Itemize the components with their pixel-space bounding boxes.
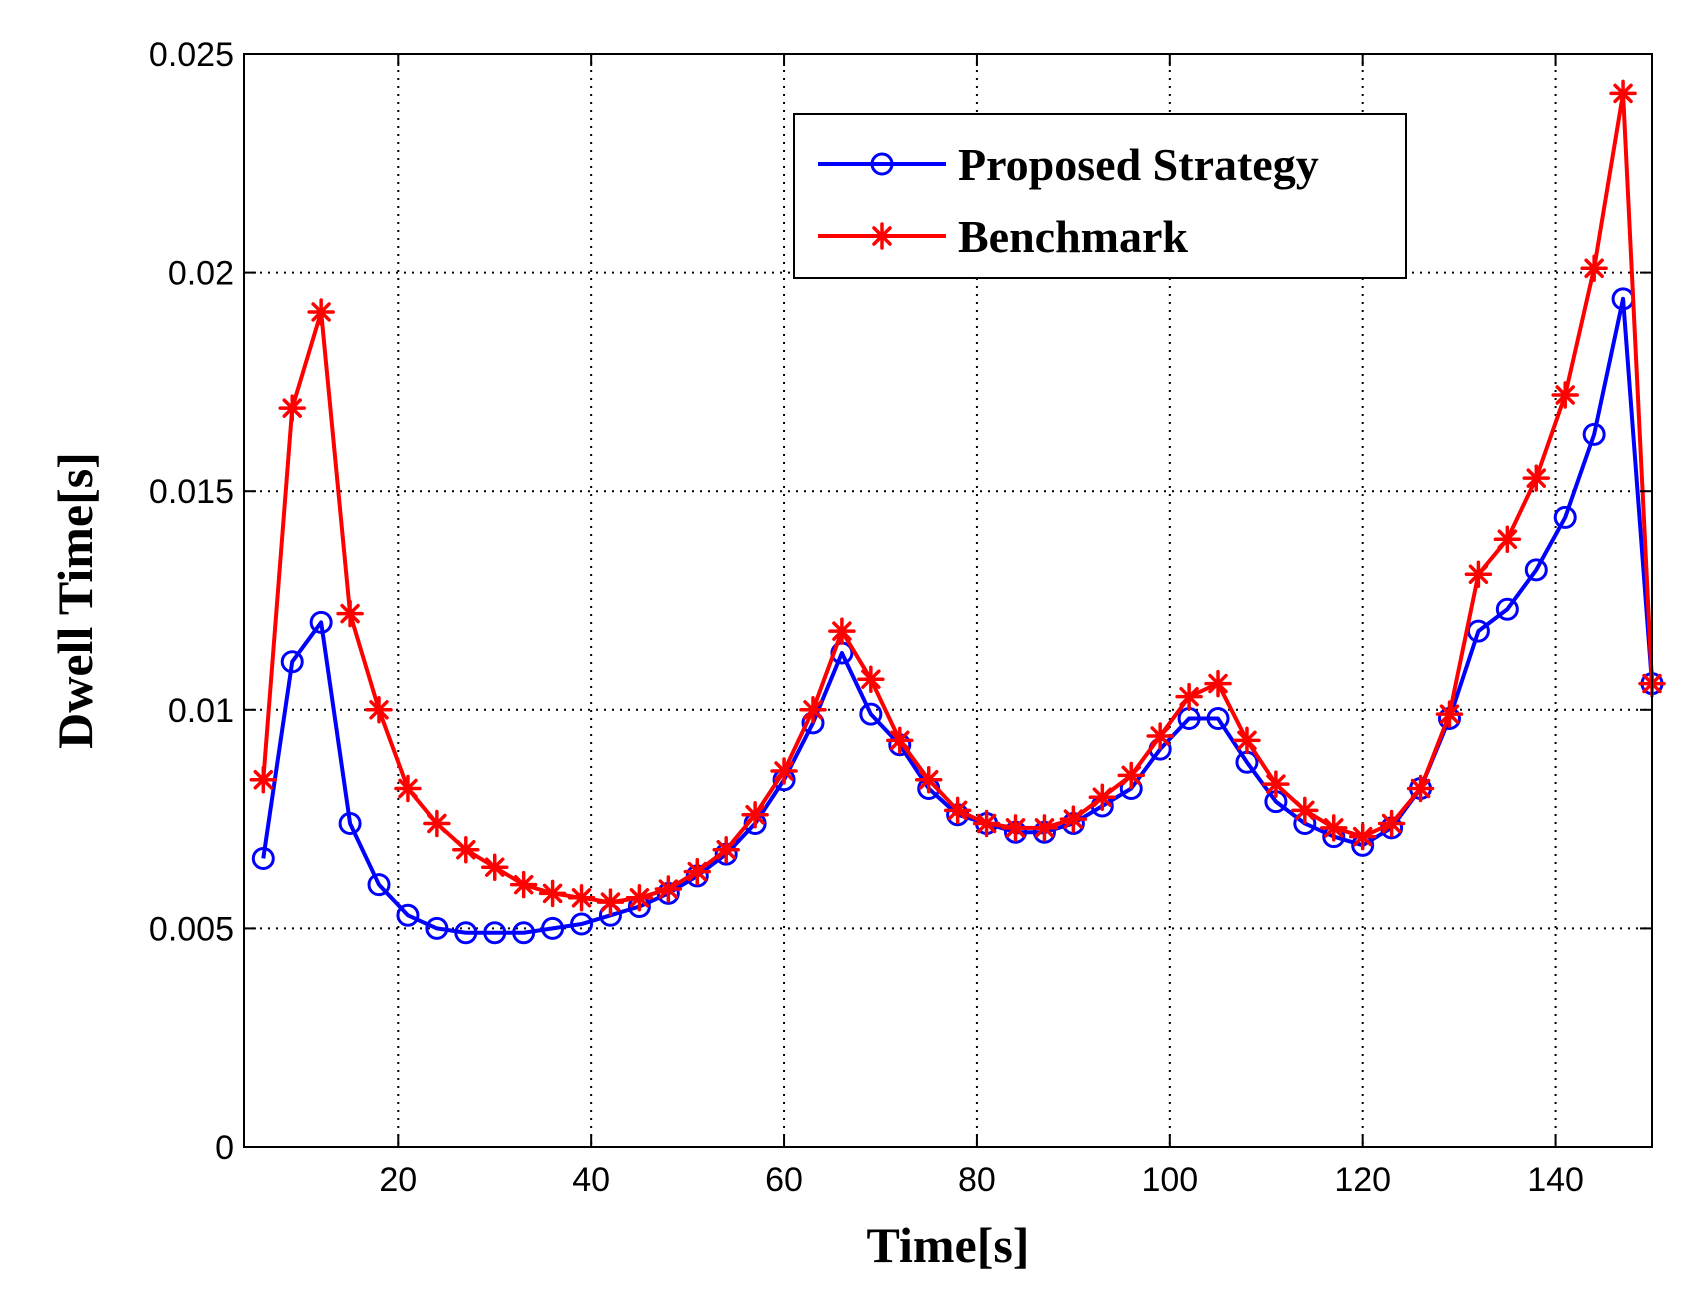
- data-point: [367, 873, 391, 897]
- data-point: [943, 796, 972, 825]
- data-point: [1348, 822, 1377, 851]
- legend-entry: Benchmark: [818, 211, 1188, 262]
- x-tick-label: 80: [958, 1161, 996, 1199]
- data-point: [1001, 814, 1030, 842]
- data-point: [799, 696, 827, 724]
- data-point: [307, 298, 335, 326]
- data-point: [1464, 560, 1493, 589]
- data-point: [1320, 814, 1348, 842]
- data-point: [625, 884, 654, 912]
- data-point: [480, 853, 509, 881]
- x-tick-label: 60: [765, 1161, 803, 1199]
- data-point: [538, 879, 567, 908]
- data-point: [1609, 79, 1637, 108]
- data-point: [1377, 809, 1406, 838]
- x-tick-label: 40: [572, 1161, 610, 1199]
- x-tick-label: 120: [1334, 1161, 1391, 1199]
- data-point: [712, 835, 740, 864]
- data-point: [596, 888, 625, 916]
- legend-marker: [868, 222, 896, 250]
- data-point: [857, 665, 885, 693]
- data-point: [251, 846, 275, 870]
- data-point: [1117, 761, 1145, 790]
- data-point: [1582, 422, 1606, 446]
- data-point: [1524, 558, 1548, 582]
- data-point: [1175, 682, 1203, 711]
- data-point: [654, 875, 683, 903]
- data-point: [280, 650, 304, 674]
- axis-ticks: 20 40 60 80 100 120 140 0 0.005 0.01 0.015 0.02 0.02…: [149, 36, 1652, 1199]
- data-point: [886, 726, 914, 755]
- data-point: [425, 916, 449, 940]
- data-point: [1059, 805, 1088, 833]
- data-point: [567, 884, 596, 912]
- data-point: [972, 809, 1001, 838]
- legend-label: Proposed Strategy: [958, 139, 1319, 190]
- x-tick-label: 140: [1527, 1161, 1584, 1199]
- data-point: [570, 912, 594, 936]
- legend-marker: [870, 152, 894, 176]
- plot-frame: [243, 53, 1653, 1148]
- data-point: [396, 903, 420, 927]
- data-point: [828, 617, 856, 645]
- x-axis-title: Time[s]: [867, 1217, 1030, 1273]
- y-tick-label: 0.02: [168, 255, 234, 293]
- data-point: [309, 610, 333, 634]
- y-tick-label: 0.005: [149, 910, 234, 948]
- data-point: [1146, 722, 1174, 750]
- data-point: [1522, 464, 1551, 492]
- data-point: [1088, 783, 1117, 811]
- data-point: [1553, 505, 1577, 529]
- y-tick-label: 0.025: [149, 36, 234, 74]
- legend-box: [793, 113, 1407, 279]
- y-axis-title: Dwell Time[s]: [47, 452, 103, 749]
- data-point: [541, 916, 565, 940]
- data-point: [1495, 597, 1519, 621]
- data-point: [454, 921, 478, 945]
- legend: Proposed Strategy Benchmark: [793, 113, 1407, 279]
- x-tick-label: 100: [1141, 1161, 1198, 1199]
- data-point: [483, 921, 507, 945]
- y-tick-label: 0: [215, 1129, 234, 1167]
- data-point: [1233, 726, 1261, 755]
- data-point: [338, 811, 362, 835]
- y-tick-label: 0.01: [168, 692, 234, 730]
- data-point: [1551, 381, 1579, 409]
- data-point: [770, 757, 798, 785]
- data-point: [859, 702, 883, 726]
- legend-entries: Proposed Strategy Benchmark: [818, 139, 1319, 262]
- data-point: [1406, 774, 1435, 803]
- data-point: [914, 766, 943, 794]
- legend-entry: Proposed Strategy: [818, 139, 1319, 190]
- data-point: [452, 835, 480, 864]
- data-point: [249, 766, 278, 794]
- data-point: [278, 394, 306, 422]
- legend-label: Benchmark: [958, 211, 1188, 262]
- data-point: [741, 800, 769, 829]
- y-tick-label: 0.015: [149, 473, 234, 511]
- data-point: [423, 809, 451, 838]
- data-point: [1493, 525, 1522, 554]
- data-point: [509, 870, 538, 899]
- x-tick-label: 20: [379, 1161, 417, 1199]
- data-point: [512, 921, 536, 945]
- series-benchmark: [249, 79, 1666, 916]
- data-point: [1435, 700, 1464, 728]
- data-point: [1204, 669, 1232, 698]
- data-point: [1580, 254, 1608, 282]
- series-layer: [249, 79, 1666, 945]
- data-point: [394, 774, 422, 803]
- data-point: [365, 696, 393, 724]
- data-point: [1030, 814, 1059, 842]
- data-point: [336, 599, 364, 628]
- data-point: [1206, 707, 1230, 731]
- data-point: [683, 857, 712, 886]
- data-point: [1262, 770, 1290, 798]
- data-point: [1291, 796, 1319, 825]
